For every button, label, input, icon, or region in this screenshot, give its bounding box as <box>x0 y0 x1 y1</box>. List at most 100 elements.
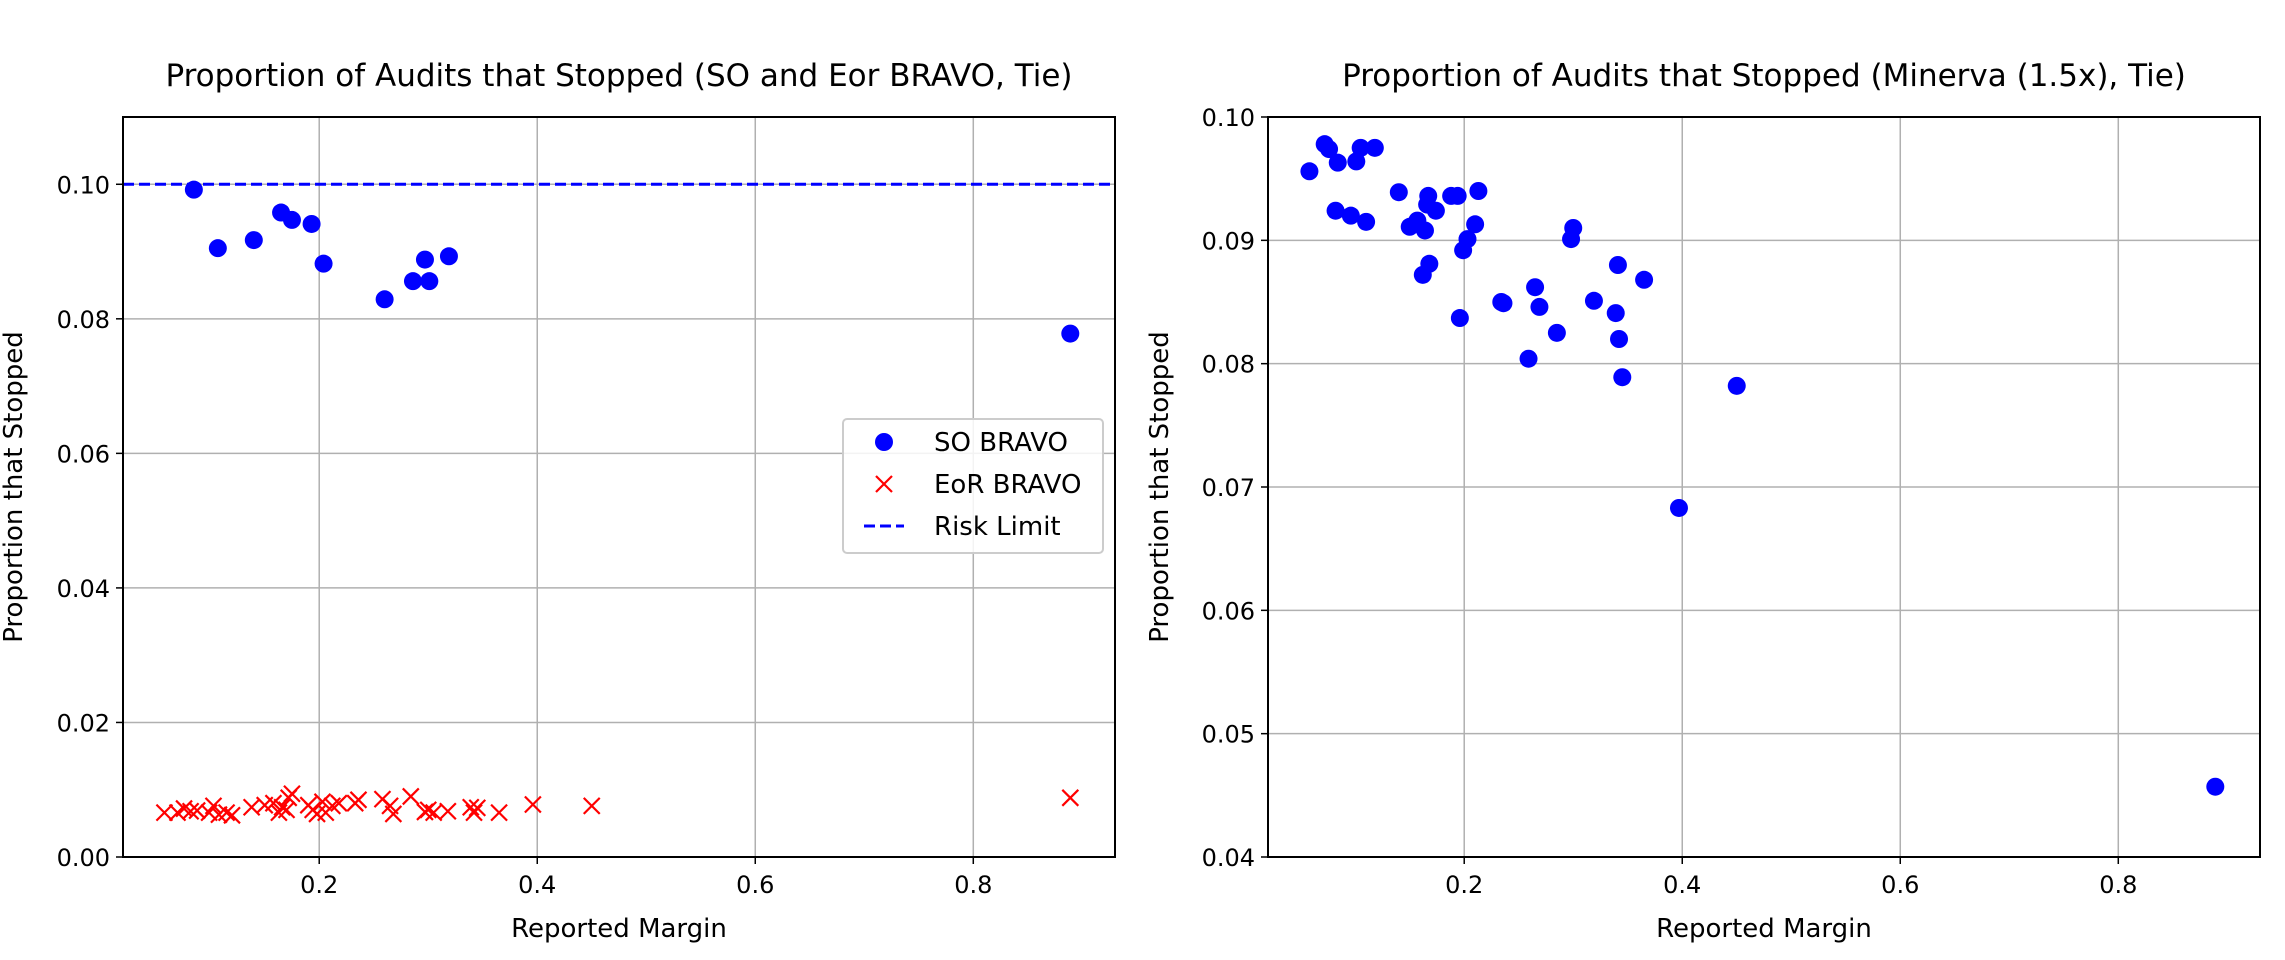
right-circle-marker-point <box>1606 304 1625 323</box>
left-x-marker-point <box>313 793 332 811</box>
legend-box <box>842 418 1104 554</box>
right-chart: Proportion of Audits that Stopped (Miner… <box>1145 58 2261 944</box>
right-y-tick-label: 0.09 <box>1202 227 1255 255</box>
right-circle-marker-point <box>1426 201 1445 220</box>
right-circle-marker-point <box>1526 278 1545 297</box>
left-x-marker-point <box>524 795 542 814</box>
left-x-marker-point <box>181 802 200 821</box>
right-circle-marker-point <box>1669 498 1688 517</box>
left-x-marker-point <box>1061 789 1080 807</box>
right-circle-marker-point <box>1389 183 1408 202</box>
right-chart-xlabel: Reported Margin <box>1656 914 1872 944</box>
right-circle-marker-point <box>1466 215 1485 234</box>
left-x-marker-point <box>461 798 480 816</box>
right-circle-marker-point <box>1351 138 1370 157</box>
right-circle-marker-point <box>1419 186 1438 205</box>
left-chart-ticks: 0.2 0.4 0.6 0.8 0.00 0.02 0.04 0.06 0.08 0.10 <box>57 171 993 899</box>
legend-marker-eor-bravo <box>875 475 893 493</box>
left-chart-marks <box>123 180 1115 825</box>
right-y-tick-label: 0.10 <box>1202 104 1255 132</box>
right-circle-marker-point <box>1519 349 1538 368</box>
right-circle-marker-point <box>1320 140 1339 159</box>
right-chart-ylabel: Proportion that Stopped <box>1145 331 1175 643</box>
right-circle-marker-point <box>1635 270 1654 289</box>
left-x-marker-point <box>419 801 438 819</box>
left-x-marker-point <box>424 803 443 822</box>
left-circle-marker-point <box>244 231 263 250</box>
left-x-marker-point <box>349 791 368 809</box>
left-x-marker-point <box>490 803 508 822</box>
left-circle-marker-point <box>1061 324 1080 343</box>
left-circle-marker-point <box>420 272 439 291</box>
left-y-tick-label: 0.02 <box>57 709 110 737</box>
left-x-tick-label: 0.2 <box>300 871 338 899</box>
right-y-tick-label: 0.05 <box>1202 721 1255 749</box>
left-plot-frame <box>122 116 1116 858</box>
left-x-marker-point <box>330 794 348 812</box>
left-circle-marker-point <box>314 254 333 273</box>
left-x-marker-point <box>439 802 457 821</box>
left-y-tick-label: 0.06 <box>57 440 110 468</box>
left-x-tick-label: 0.6 <box>736 871 774 899</box>
right-plot-frame <box>1267 116 2261 858</box>
left-chart-legend: SO BRAVO EoR BRAVO Risk Limit <box>842 418 1104 554</box>
right-circle-marker-point <box>1357 212 1376 231</box>
legend-label-risk-limit: Risk Limit <box>934 512 1061 542</box>
left-chart-title: Proportion of Audits that Stopped (SO an… <box>165 58 1072 94</box>
right-circle-marker-point <box>2206 777 2225 796</box>
right-circle-marker-point <box>1494 294 1513 313</box>
left-x-marker-point <box>264 794 283 812</box>
left-x-marker-point <box>223 806 241 825</box>
left-circle-marker-point <box>302 214 321 233</box>
left-y-tick-label: 0.10 <box>57 171 110 199</box>
left-chart: Proportion of Audits that Stopped (SO an… <box>0 58 1116 944</box>
left-x-marker-point <box>155 803 174 822</box>
legend-marker-so-bravo <box>875 433 893 451</box>
left-y-tick-label: 0.00 <box>57 844 110 872</box>
right-circle-marker-point <box>1341 206 1360 225</box>
right-circle-marker-point <box>1448 186 1467 205</box>
right-circle-marker-point <box>1547 323 1566 342</box>
right-chart-title: Proportion of Audits that Stopped (Miner… <box>1342 58 2186 94</box>
left-circle-marker-point <box>208 239 227 258</box>
left-circle-marker-point <box>415 250 434 269</box>
left-circle-marker-point <box>439 247 458 266</box>
left-y-tick-label: 0.04 <box>57 575 110 603</box>
left-x-marker-point <box>402 787 420 806</box>
left-chart-xlabel: Reported Margin <box>511 914 727 944</box>
left-x-marker-point <box>217 803 236 822</box>
right-circle-marker-point <box>1613 368 1632 387</box>
legend-label-so-bravo: SO BRAVO <box>934 428 1068 458</box>
right-circle-marker-point <box>1458 230 1477 249</box>
right-circle-marker-point <box>1469 182 1488 200</box>
left-circle-marker-point <box>403 272 422 291</box>
right-chart-marks <box>1300 135 2225 796</box>
right-circle-marker-point <box>1326 201 1345 220</box>
right-circle-marker-point <box>1450 309 1469 328</box>
right-circle-marker-point <box>1608 256 1627 274</box>
right-y-tick-label: 0.07 <box>1202 474 1255 502</box>
left-circle-marker-point <box>375 290 394 309</box>
right-y-tick-label: 0.06 <box>1202 597 1255 625</box>
right-circle-marker-point <box>1564 219 1583 237</box>
right-circle-marker-point <box>1365 138 1384 157</box>
right-circle-marker-point <box>1347 152 1366 171</box>
right-circle-marker-point <box>1530 297 1549 316</box>
right-x-tick-label: 0.2 <box>1445 871 1483 899</box>
right-circle-marker-point <box>1727 376 1746 395</box>
left-x-marker-point <box>582 797 601 815</box>
left-x-marker-point <box>204 797 223 815</box>
right-y-tick-label: 0.04 <box>1202 844 1255 872</box>
left-y-tick-label: 0.08 <box>57 306 110 334</box>
right-circle-marker-point <box>1415 221 1434 240</box>
right-x-tick-label: 0.4 <box>1663 871 1701 899</box>
left-x-tick-label: 0.8 <box>954 871 992 899</box>
right-x-tick-label: 0.6 <box>1881 871 1919 899</box>
legend-label-eor-bravo: EoR BRAVO <box>934 470 1081 500</box>
right-circle-marker-point <box>1420 254 1439 273</box>
right-circle-marker-point <box>1328 153 1347 172</box>
left-chart-ylabel: Proportion that Stopped <box>0 331 29 643</box>
right-circle-marker-point <box>1610 330 1629 348</box>
left-x-marker-point <box>384 805 403 823</box>
